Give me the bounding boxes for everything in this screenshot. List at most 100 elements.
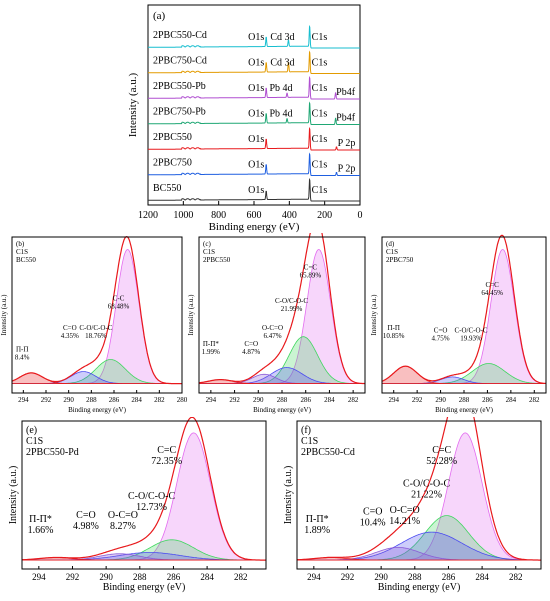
series-label: 2PBC550: [153, 132, 192, 143]
component-fill: [22, 553, 266, 561]
peak-label: C1s: [312, 134, 328, 145]
component-fill: [382, 249, 546, 384]
panel-title: C1S: [203, 248, 215, 256]
panel-title: C1S: [301, 436, 318, 447]
peak-label: O1s: [248, 58, 264, 69]
x-tick-label: 294: [388, 396, 399, 404]
peak-label: O1s: [248, 185, 264, 196]
x-tick-label: 400: [282, 210, 297, 221]
component-fill: [12, 372, 182, 384]
c1s-2pbc550-pd-chart: Intensity (a.u.) Binding energy (eV) (e)C1…: [8, 417, 267, 593]
component-label: Π-Π*: [203, 340, 219, 348]
component-fill: [199, 249, 365, 384]
peak-label: Pb4f: [336, 113, 356, 124]
x-tick-label: 282: [529, 396, 540, 404]
component-percent: 68.48%: [108, 302, 130, 310]
component-fill: [297, 532, 541, 561]
component-label: C-C: [113, 294, 125, 302]
survey-line: [148, 126, 360, 151]
peak-label: C1s: [312, 83, 328, 94]
x-tick-label: 282: [348, 396, 359, 404]
x-tick-label: 290: [99, 572, 113, 582]
y-axis-label: Intensity (a.u.): [283, 466, 294, 525]
component-percent: 64.45%: [481, 289, 503, 297]
component-percent: 8.4%: [15, 353, 30, 361]
component-percent: 10.85%: [383, 332, 405, 340]
x-tick-label: 292: [341, 572, 355, 582]
component-percent: 4.35%: [61, 332, 79, 340]
plot-frame: [198, 236, 366, 394]
panel-label: (b): [16, 240, 25, 248]
x-tick-label: 282: [234, 572, 248, 582]
peak-label: C1s: [312, 160, 328, 171]
x-tick-label: 292: [66, 572, 80, 582]
component-fill: [382, 366, 546, 384]
component-fill: [22, 539, 266, 561]
x-tick-label: 286: [442, 572, 456, 582]
panel-label: (e): [26, 425, 37, 436]
x-tick-label: 1200: [138, 210, 158, 221]
panel-title: C1S: [386, 248, 398, 256]
component-label: C-O/C-O-C: [128, 491, 176, 502]
component-label: O-C=O: [390, 505, 420, 516]
plot-frame: [11, 236, 183, 394]
x-tick-label: 286: [482, 396, 493, 404]
x-tick-label: 292: [412, 396, 423, 404]
component-label: C=O: [363, 506, 383, 517]
component-fill: [199, 367, 365, 384]
peak-label: O1s: [248, 83, 264, 94]
panel-label: (c): [203, 240, 211, 248]
series-label: 2PBC750: [153, 158, 192, 169]
peak-label: C1s: [312, 32, 328, 43]
panel-title: BC550: [16, 256, 36, 264]
component-label: C=O: [244, 340, 258, 348]
component-fill: [199, 374, 365, 384]
x-tick-label: 600: [247, 210, 262, 221]
component-line: [12, 249, 182, 384]
component-percent: 21.99%: [281, 305, 303, 313]
component-label: C=O: [76, 510, 96, 521]
component-label: Π-Π: [16, 345, 28, 353]
plot-frame: [21, 420, 267, 570]
panel-label: (f): [301, 425, 311, 436]
x-tick-label: 294: [206, 396, 217, 404]
component-percent: 21.22%: [411, 489, 442, 500]
peak-label: C1s: [312, 109, 328, 120]
envelope-line: [198, 233, 366, 385]
x-tick-label: 284: [324, 396, 335, 404]
peak-label: Cd 3d: [270, 32, 294, 43]
component-fill: [382, 363, 546, 384]
envelope-line: [11, 235, 182, 385]
x-tick-label: 288: [86, 396, 97, 404]
component-percent: 52.28%: [426, 456, 457, 467]
peak-label: O1s: [248, 32, 264, 43]
x-tick-label: 1000: [173, 210, 193, 221]
y-axis-label: Intensity (a.u.): [370, 294, 378, 336]
peak-label: P 2p: [338, 138, 356, 149]
peak-label: C1s: [312, 185, 328, 196]
component-percent: 18.76%: [85, 332, 107, 340]
x-tick-label: 284: [506, 396, 517, 404]
c1s-2pbc550-chart: Intensity (a.u.) Binding energy (eV) (c)C1…: [187, 233, 366, 414]
component-fill: [12, 371, 182, 384]
y-axis-label: Intensity (a.u.): [187, 294, 195, 336]
x-tick-label: 286: [109, 396, 120, 404]
x-axis-label: Binding energy (eV): [253, 406, 311, 414]
component-fill: [382, 376, 546, 384]
component-label: C=C: [432, 445, 451, 456]
x-tick-label: 280: [177, 396, 187, 404]
y-axis-label: Intensity (a.u.): [127, 72, 139, 137]
component-label: Π-Π*: [29, 514, 52, 525]
x-tick-label: 290: [253, 396, 264, 404]
component-percent: 12.73%: [136, 502, 167, 513]
component-percent: 4.75%: [432, 335, 450, 343]
component-fill: [297, 515, 541, 561]
survey-line: [148, 101, 360, 125]
survey-line: [148, 177, 360, 202]
peak-label: C1s: [312, 58, 328, 69]
panel-label: (a): [153, 10, 166, 22]
component-label: C-O/C-O-C: [454, 327, 487, 335]
component-percent: 4.87%: [242, 348, 260, 356]
envelope-line: [381, 234, 547, 385]
x-tick-label: 294: [32, 572, 46, 582]
